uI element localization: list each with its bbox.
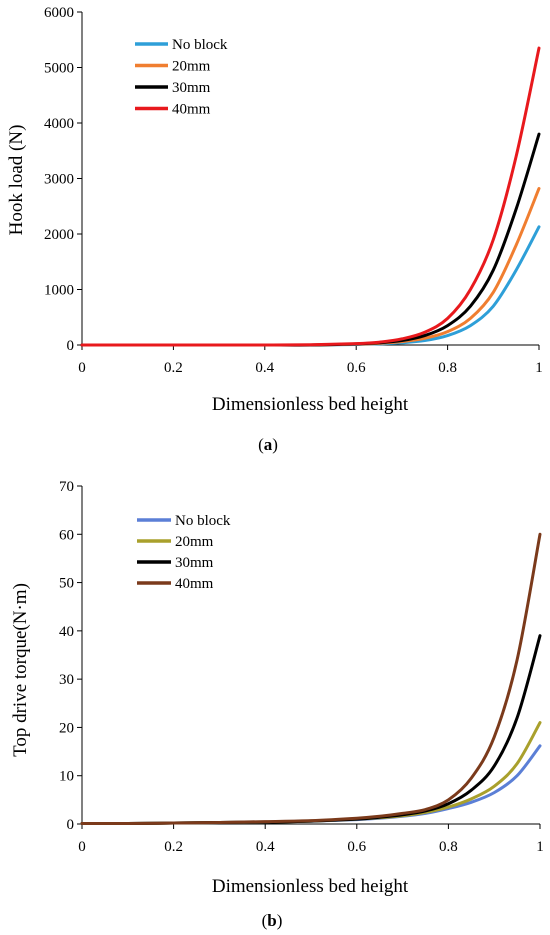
y-tick-label: 10 xyxy=(59,769,74,785)
legend-label-30mm: 30mm xyxy=(175,555,214,571)
legend-label-no-block: No block xyxy=(175,513,231,529)
y-tick-label: 2000 xyxy=(44,227,74,243)
x-tick-label: 0.4 xyxy=(256,839,275,855)
x-tick-label: 0 xyxy=(78,360,86,376)
y-tick-label: 50 xyxy=(59,576,74,592)
series-line-20mm xyxy=(80,186,541,347)
y-tick-label: 60 xyxy=(59,527,74,543)
y-tick-label: 5000 xyxy=(44,61,74,77)
legend-label-20mm: 20mm xyxy=(175,534,214,550)
x-axis-label: Dimensionless bed height xyxy=(212,394,409,415)
series-line-30mm xyxy=(80,132,541,347)
x-tick-label: 0 xyxy=(78,839,86,855)
legend: No block 20mm 30mm 40mm xyxy=(135,37,228,118)
x-tick-label: 0.2 xyxy=(164,839,183,855)
x-tick-label: 0.8 xyxy=(439,839,458,855)
y-tick-label: 1000 xyxy=(44,283,74,299)
series-line-40mm xyxy=(80,532,542,826)
x-tick-label: 1 xyxy=(536,839,544,855)
panel-caption: (a) xyxy=(258,435,278,454)
series-line-no-block xyxy=(80,225,541,347)
y-tick-label: 20 xyxy=(59,720,74,736)
chart-panel-b: 0 10 20 30 40 50 60 70 0 0.2 0.4 0.6 0.8 1 No block 20… xyxy=(10,479,544,930)
series-line-40mm xyxy=(80,46,541,347)
y-tick-label: 6000 xyxy=(44,5,74,21)
y-tick-label: 0 xyxy=(67,338,75,354)
x-tick-label: 1 xyxy=(535,360,543,376)
y-tick-label: 0 xyxy=(67,817,75,833)
x-tick-label: 0.8 xyxy=(438,360,457,376)
x-axis-label: Dimensionless bed height xyxy=(212,876,409,897)
series-line-no-block xyxy=(80,744,542,826)
series-line-20mm xyxy=(80,721,542,826)
legend-label-30mm: 30mm xyxy=(172,80,211,96)
x-tick-label: 0.6 xyxy=(347,360,366,376)
x-tick-label: 0.2 xyxy=(164,360,183,376)
legend-label-no-block: No block xyxy=(172,37,228,53)
y-tick-label: 30 xyxy=(59,672,74,688)
y-axis-label: Hook load (N) xyxy=(6,125,27,236)
series-lines xyxy=(80,532,542,826)
x-tick-label: 0.6 xyxy=(347,839,366,855)
x-tick-label: 0.4 xyxy=(255,360,274,376)
y-tick-label: 70 xyxy=(59,479,74,495)
series-line-30mm xyxy=(80,634,542,826)
y-tick-label: 40 xyxy=(59,624,74,640)
y-axis-label: Top drive torque(N·m) xyxy=(10,583,31,757)
legend: No block 20mm 30mm 40mm xyxy=(137,513,231,592)
panel-caption: (b) xyxy=(262,911,283,930)
axes: 0 1000 2000 3000 4000 5000 6000 0 0.2 0.4 0.6 0.8 1 xyxy=(44,5,543,376)
legend-label-40mm: 40mm xyxy=(172,102,211,118)
legend-label-20mm: 20mm xyxy=(172,59,211,75)
series-lines xyxy=(80,46,541,347)
y-tick-label: 4000 xyxy=(44,116,74,132)
legend-label-40mm: 40mm xyxy=(175,576,214,592)
y-tick-label: 3000 xyxy=(44,172,74,188)
